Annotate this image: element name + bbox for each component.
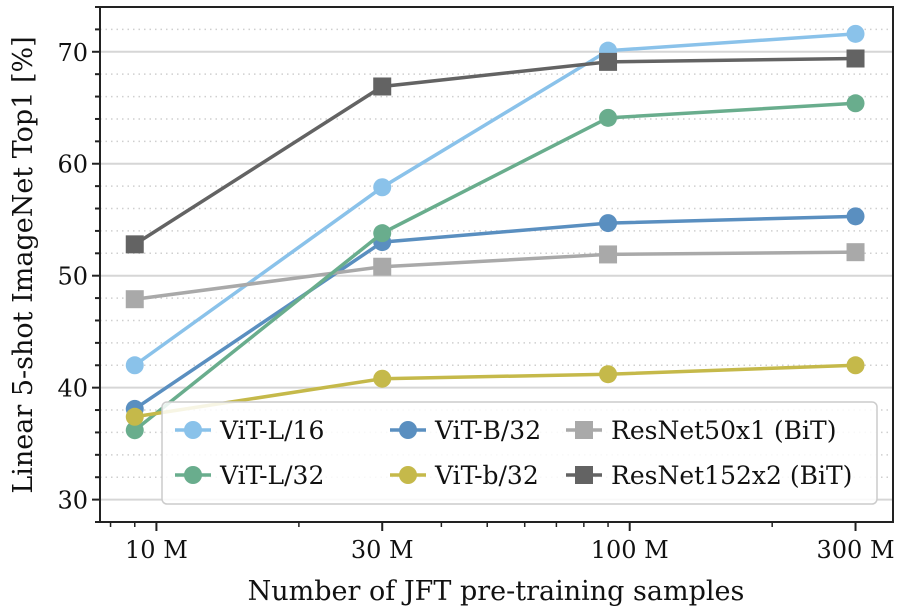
legend-marker: [184, 421, 202, 439]
data-point: [846, 356, 865, 375]
y-tick-label: 30: [57, 487, 88, 515]
legend-marker: [399, 421, 417, 439]
legend-item: ViT-L/16: [175, 416, 324, 445]
x-tick-label: 30 M: [351, 536, 414, 564]
legend-label: ViT-L/16: [219, 416, 324, 445]
legend-marker: [575, 466, 593, 484]
data-point: [846, 94, 865, 113]
legend-label: ViT-L/32: [219, 461, 324, 490]
legend: ViT-L/16 ViT-B/32 ResNet50x1 (BiT) ViT-L/32…: [161, 401, 878, 505]
series-vit-l-16: [125, 24, 865, 375]
data-point: [373, 178, 392, 197]
series-vit-b-32: [125, 207, 865, 418]
y-axis-label: Linear 5-shot ImageNet Top1 [%]: [8, 36, 39, 493]
legend-item: ViT-B/32: [390, 416, 541, 445]
data-point: [373, 257, 392, 276]
data-point: [125, 290, 144, 309]
plot-frame: [99, 6, 894, 523]
legend-label: ViT-B/32: [434, 416, 541, 445]
data-point: [599, 365, 618, 384]
data-point: [125, 235, 144, 254]
legend-box: [161, 401, 878, 505]
data-point: [846, 207, 865, 226]
data-point: [373, 77, 392, 96]
data-point: [373, 369, 392, 388]
data-point: [599, 214, 618, 233]
series-layer: [125, 24, 865, 440]
y-tick-label: 70: [57, 39, 88, 67]
series-vit-b-32: [125, 356, 865, 426]
data-point: [125, 356, 144, 375]
legend-label: ResNet152x2 (BiT): [611, 461, 852, 490]
data-point: [125, 407, 144, 426]
data-point: [846, 49, 865, 68]
legend-item: ViT-b/32: [390, 461, 539, 490]
series-line: [133, 214, 856, 411]
data-point: [599, 108, 618, 127]
data-point: [373, 224, 392, 243]
series-line: [134, 363, 856, 419]
x-tick-label: 300 M: [817, 536, 895, 564]
series-line: [133, 56, 856, 246]
y-tick-label: 60: [57, 151, 88, 179]
data-point: [599, 245, 618, 264]
data-point: [846, 24, 865, 43]
legend-marker: [399, 466, 417, 484]
legend-marker: [575, 421, 593, 439]
series-vit-l-32: [125, 94, 865, 440]
y-tick-label: 40: [57, 375, 88, 403]
legend-item: ViT-L/32: [175, 461, 324, 490]
legend-label: ResNet50x1 (BiT): [611, 416, 836, 445]
legend-marker: [184, 466, 202, 484]
legend-item: ResNet152x2 (BiT): [566, 461, 852, 490]
series-line: [134, 250, 856, 301]
ticks: 30 40 50 60 70 10 M 30 M 100 M 300 M: [57, 6, 895, 564]
data-point: [846, 243, 865, 262]
series-line: [133, 101, 856, 432]
y-tick-label: 50: [57, 263, 88, 291]
series-resnet152x2-bit-: [125, 49, 865, 254]
series-line: [133, 32, 856, 367]
legend-item: ResNet50x1 (BiT): [566, 416, 836, 445]
x-tick-label: 100 M: [591, 536, 669, 564]
x-axis-label: Number of JFT pre-training samples: [248, 576, 745, 607]
data-point: [599, 52, 618, 71]
legend-label: ViT-b/32: [434, 461, 539, 490]
x-tick-label: 10 M: [125, 536, 188, 564]
series-resnet50x1-bit-: [125, 243, 865, 309]
data-point: [125, 421, 144, 440]
